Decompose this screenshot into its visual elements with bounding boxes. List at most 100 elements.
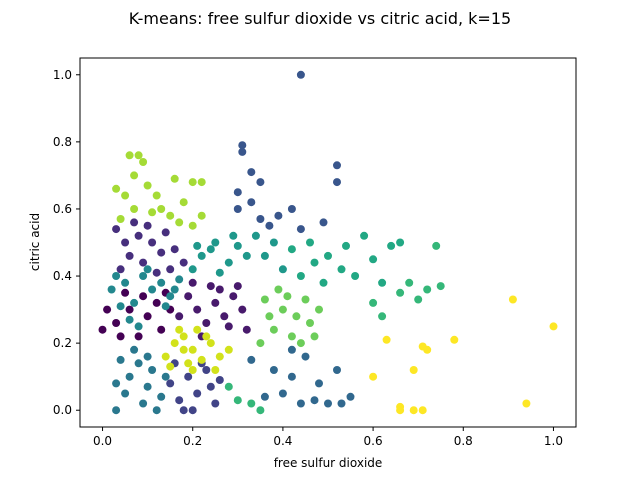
data-point	[121, 191, 130, 200]
data-point	[125, 305, 134, 314]
data-point	[143, 265, 152, 274]
data-point	[143, 382, 152, 391]
data-point	[215, 352, 224, 361]
data-point	[242, 325, 251, 334]
cluster-8	[188, 231, 287, 277]
data-point	[324, 251, 332, 260]
y-tick-label: 0.4	[53, 269, 72, 283]
data-point	[157, 205, 166, 213]
data-point	[233, 205, 242, 213]
data-point	[315, 379, 323, 388]
data-point	[134, 151, 143, 160]
data-point	[287, 332, 296, 341]
data-point	[179, 345, 188, 354]
data-point	[287, 245, 296, 254]
data-point	[211, 238, 220, 247]
data-point	[211, 399, 220, 408]
data-point	[112, 272, 121, 280]
data-point	[125, 251, 134, 260]
data-point	[107, 285, 116, 294]
data-point	[161, 352, 170, 361]
data-point	[121, 278, 130, 287]
data-point	[260, 392, 269, 401]
data-point	[112, 225, 121, 234]
data-point	[224, 345, 233, 354]
data-point	[139, 158, 148, 166]
data-point	[179, 406, 188, 415]
data-point	[310, 332, 319, 341]
data-point	[130, 298, 139, 307]
data-point	[197, 251, 206, 260]
data-point	[148, 285, 157, 294]
x-tick-label: 0.8	[454, 434, 473, 448]
data-point	[170, 339, 179, 348]
data-point	[409, 406, 418, 415]
data-point	[188, 345, 197, 354]
data-point	[229, 231, 238, 240]
data-point	[197, 355, 206, 364]
cluster-14	[369, 295, 558, 415]
data-point	[319, 278, 328, 287]
data-point	[549, 322, 558, 331]
x-tick-label: 0.6	[364, 434, 383, 448]
data-point	[292, 312, 301, 321]
data-point	[220, 312, 229, 321]
data-point	[360, 231, 369, 240]
y-axis-label: citric acid	[28, 213, 42, 271]
data-point	[157, 278, 166, 287]
data-point	[112, 184, 121, 193]
x-tick-label: 0.2	[183, 434, 202, 448]
data-point	[134, 231, 143, 240]
data-point	[396, 238, 405, 247]
data-point	[337, 399, 346, 408]
data-point	[130, 345, 139, 354]
data-point	[121, 238, 130, 247]
data-point	[193, 325, 202, 334]
data-point	[166, 362, 175, 371]
data-point	[116, 355, 125, 364]
data-point	[215, 285, 224, 294]
data-point	[166, 265, 175, 274]
cluster-9	[287, 231, 405, 287]
data-point	[396, 406, 405, 415]
data-point	[148, 208, 157, 217]
cluster-2	[112, 218, 188, 277]
data-point	[324, 399, 332, 408]
data-point	[197, 178, 206, 187]
data-point	[179, 198, 188, 207]
data-point	[351, 272, 360, 280]
data-point	[369, 298, 378, 307]
data-point	[269, 325, 278, 334]
data-point	[143, 312, 152, 321]
data-point	[206, 282, 215, 291]
x-tick-label: 0.0	[93, 434, 112, 448]
data-point	[301, 352, 310, 361]
data-point	[224, 322, 233, 331]
data-point	[206, 245, 215, 254]
data-point	[188, 178, 197, 187]
data-point	[242, 251, 251, 260]
cluster-10	[224, 241, 445, 415]
data-point	[233, 241, 242, 250]
cluster-11	[256, 285, 323, 348]
data-point	[260, 251, 269, 260]
data-point	[342, 241, 350, 250]
plot-frame	[79, 57, 577, 428]
data-point	[224, 258, 233, 267]
data-point	[251, 231, 260, 240]
data-point	[423, 345, 432, 354]
data-point	[188, 278, 197, 287]
cluster-4	[233, 70, 341, 234]
data-point	[130, 205, 139, 213]
cluster-6	[112, 345, 170, 415]
cluster-13	[161, 325, 233, 374]
y-tick-label: 1.0	[53, 68, 72, 82]
data-point	[125, 151, 134, 160]
data-point	[152, 406, 161, 415]
data-point	[170, 174, 179, 183]
data-point	[166, 211, 175, 220]
data-point	[121, 288, 130, 297]
data-point	[337, 265, 346, 274]
data-points	[98, 70, 558, 415]
data-point	[315, 305, 323, 314]
